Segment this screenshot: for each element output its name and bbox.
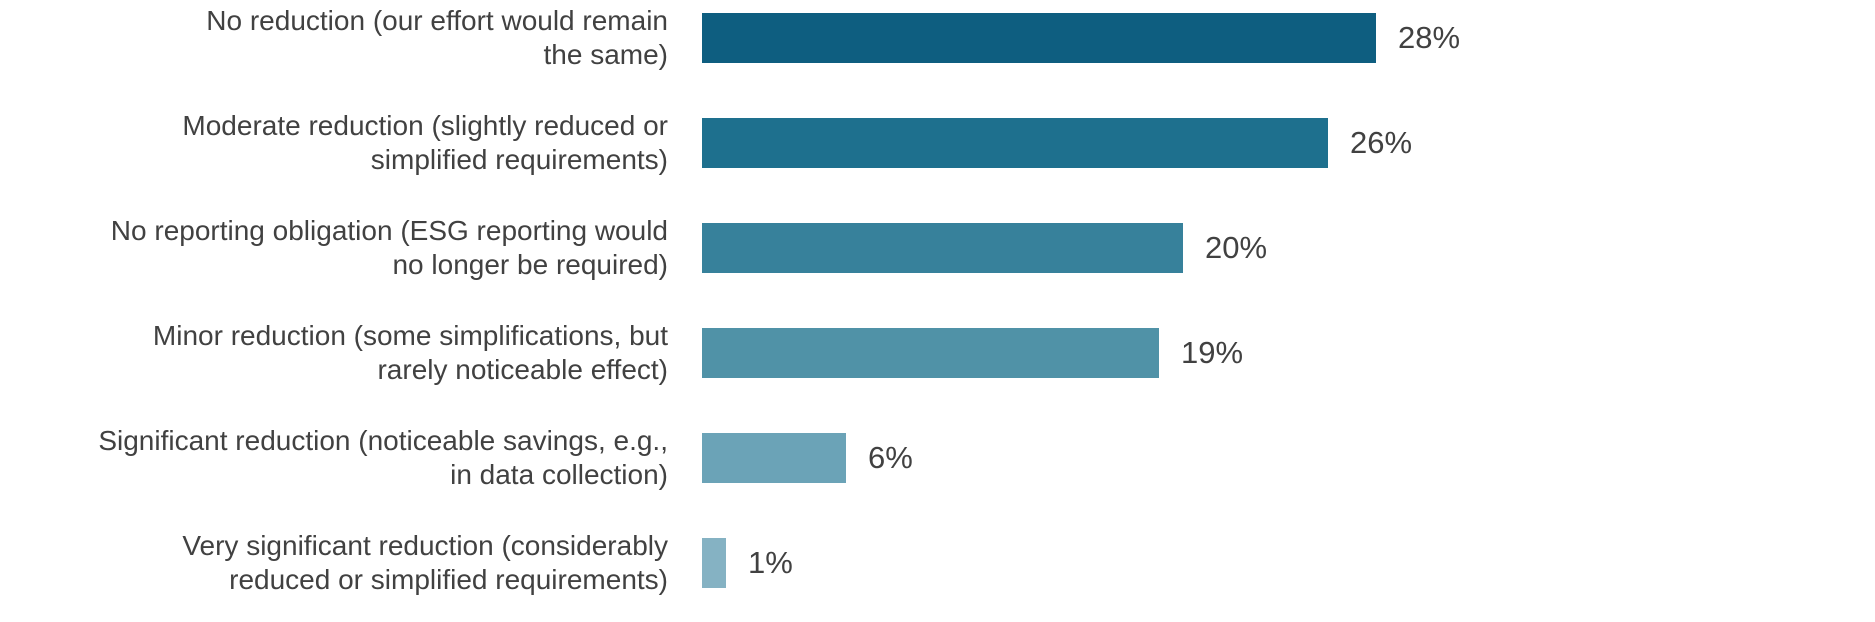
- chart-row: Significant reduction (noticeable saving…: [0, 405, 1875, 510]
- chart-row: No reduction (our effort would remain th…: [0, 0, 1875, 90]
- chart-row: Moderate reduction (slightly reduced or …: [0, 90, 1875, 195]
- value-label: 6%: [868, 439, 913, 475]
- chart-row: Very significant reduction (considerably…: [0, 510, 1875, 615]
- bar-area: 1%: [702, 537, 1875, 588]
- category-label: No reduction (our effort would remain th…: [206, 5, 668, 70]
- bar: [702, 537, 726, 588]
- chart-row: No reporting obligation (ESG reporting w…: [0, 195, 1875, 300]
- chart-row: Minor reduction (some simplifications, b…: [0, 300, 1875, 405]
- value-label: 28%: [1398, 19, 1461, 55]
- value-label: 26%: [1350, 124, 1413, 160]
- value-label: 19%: [1181, 334, 1244, 370]
- bar: [702, 117, 1328, 168]
- bar-area: 26%: [702, 117, 1875, 168]
- category-label: No reporting obligation (ESG reporting w…: [110, 215, 668, 280]
- bar: [702, 12, 1376, 63]
- bar: [702, 222, 1183, 273]
- category-label: Minor reduction (some simplifications, b…: [152, 320, 668, 385]
- category-label: Moderate reduction (slightly reduced or …: [182, 110, 668, 175]
- bar-area: 19%: [702, 327, 1875, 378]
- category-label: Very significant reduction (considerably…: [182, 530, 668, 595]
- bar-area: 6%: [702, 432, 1875, 483]
- bar: [702, 327, 1159, 378]
- category-label: Significant reduction (noticeable saving…: [98, 425, 668, 490]
- bar: [702, 432, 846, 483]
- bar-area: 20%: [702, 222, 1875, 273]
- value-label: 20%: [1205, 229, 1268, 265]
- value-label: 1%: [748, 544, 793, 580]
- bar-area: 28%: [702, 12, 1875, 63]
